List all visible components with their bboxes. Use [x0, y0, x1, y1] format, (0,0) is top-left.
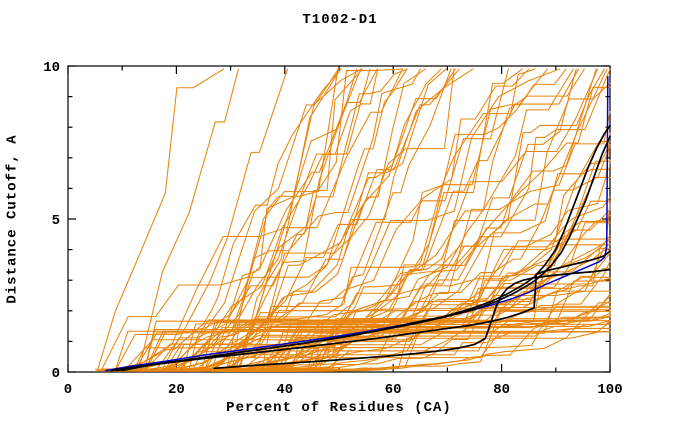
- x-axis-label: Percent of Residues (CA): [226, 400, 452, 416]
- svg-text:60: 60: [385, 382, 402, 398]
- y-axis-label: Distance Cutoff, A: [5, 134, 22, 304]
- svg-text:40: 40: [276, 382, 293, 398]
- svg-text:0: 0: [52, 366, 60, 382]
- svg-text:80: 80: [493, 382, 510, 398]
- svg-text:5: 5: [52, 213, 60, 229]
- chart-title: T1002-D1: [302, 12, 378, 28]
- svg-text:100: 100: [597, 382, 622, 398]
- svg-text:10: 10: [43, 60, 60, 76]
- y-axis-label-container: Distance Cutoff, A: [2, 66, 24, 372]
- svg-text:20: 20: [168, 382, 185, 398]
- svg-text:0: 0: [64, 382, 72, 398]
